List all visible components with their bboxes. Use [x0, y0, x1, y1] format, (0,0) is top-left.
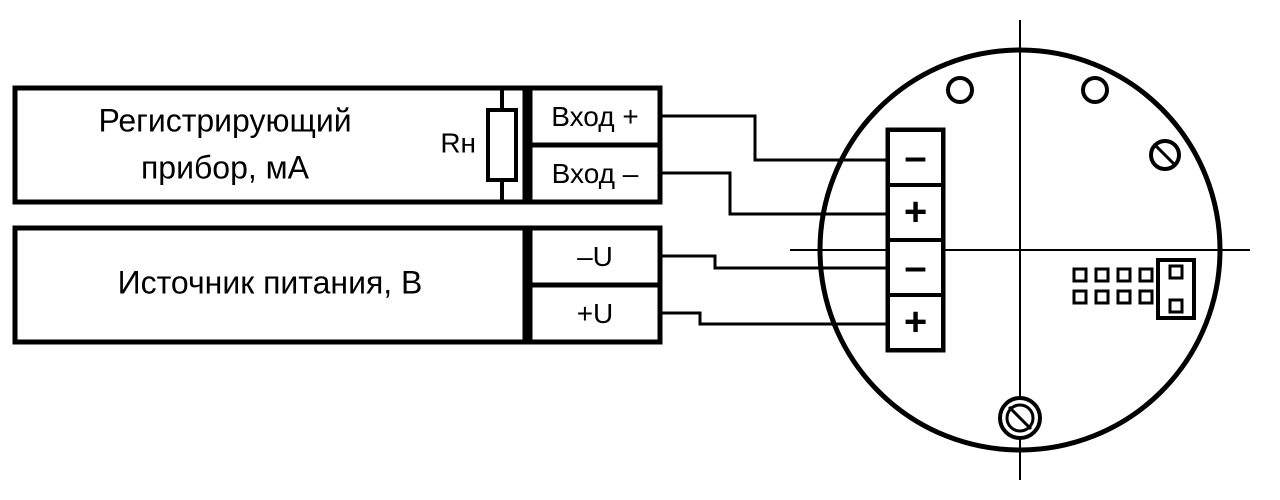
svg-text:+: +	[904, 300, 927, 344]
svg-text:+U: +U	[577, 298, 614, 329]
svg-text:прибор, мА: прибор, мА	[141, 149, 310, 185]
svg-text:Rн: Rн	[440, 127, 476, 158]
svg-text:Вход +: Вход +	[551, 101, 638, 132]
svg-text:Вход –: Вход –	[552, 158, 639, 189]
svg-text:–U: –U	[577, 241, 613, 272]
wiring-diagram: Регистрирующий прибор, мА Rн Источник питан…	[0, 0, 1280, 500]
svg-text:–: –	[904, 135, 926, 179]
svg-text:+: +	[904, 190, 927, 234]
svg-text:Регистрирующий: Регистрирующий	[98, 102, 351, 138]
svg-text:Источник питания, В: Источник питания, В	[118, 264, 423, 300]
svg-text:–: –	[904, 245, 926, 289]
